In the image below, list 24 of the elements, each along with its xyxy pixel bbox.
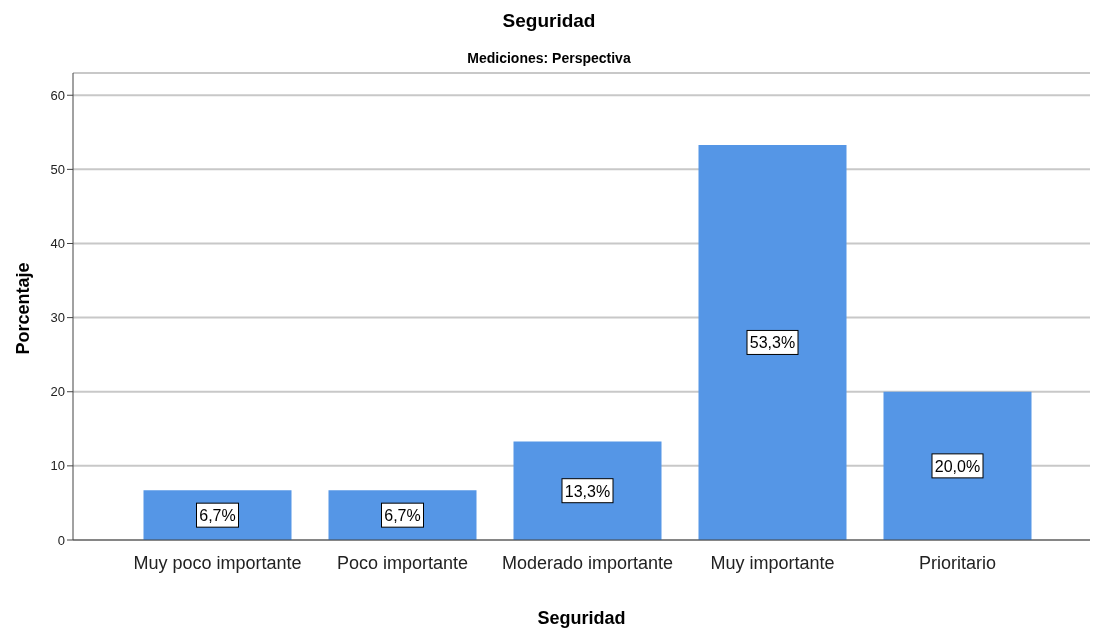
y-tick-label: 30 bbox=[50, 310, 65, 326]
y-tick-label: 20 bbox=[50, 384, 65, 400]
y-tick-label: 0 bbox=[57, 532, 65, 548]
y-tick-label: 50 bbox=[50, 161, 65, 177]
bar bbox=[513, 441, 662, 540]
y-tick-label: 40 bbox=[50, 236, 65, 252]
y-tick-label: 10 bbox=[50, 458, 65, 474]
x-tick-label: Moderado importante bbox=[501, 552, 674, 573]
data-label: 53,3% bbox=[749, 334, 796, 352]
data-label: 6,7% bbox=[384, 507, 421, 525]
chart-subtitle: Mediciones: Perspectiva bbox=[466, 50, 632, 66]
bar bbox=[883, 391, 1032, 540]
y-tick-label: 60 bbox=[50, 87, 65, 103]
y-axis-title: Porcentaje bbox=[12, 261, 34, 355]
x-tick-label: Muy importante bbox=[710, 552, 835, 573]
bar bbox=[698, 144, 847, 540]
chart-title: Seguridad bbox=[501, 10, 597, 32]
data-label: 13,3% bbox=[564, 482, 611, 500]
x-tick-label: Muy poco importante bbox=[133, 552, 302, 573]
data-label: 6,7% bbox=[199, 507, 236, 525]
x-axis-title: Seguridad bbox=[536, 608, 627, 629]
x-tick-label: Poco importante bbox=[336, 552, 469, 573]
x-tick-label: Prioritario bbox=[918, 552, 997, 573]
data-label: 20,0% bbox=[934, 457, 981, 475]
